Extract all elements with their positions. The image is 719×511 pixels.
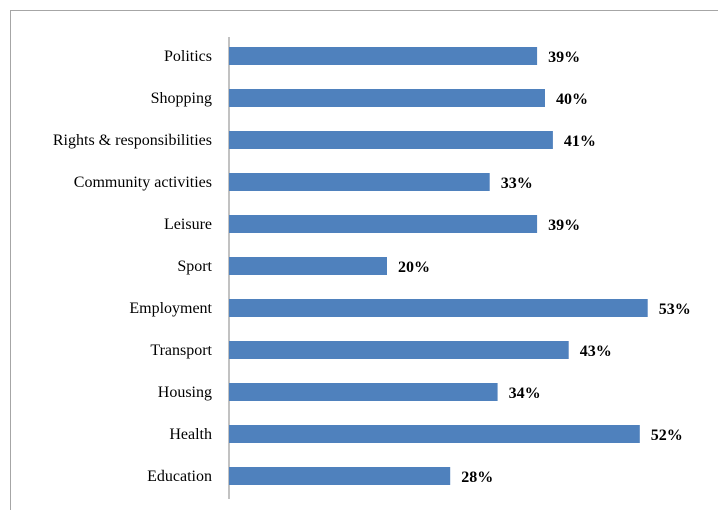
category-label: Rights & responsibilities <box>53 132 212 149</box>
category-label: Education <box>147 468 212 485</box>
data-label: 53% <box>659 301 691 318</box>
data-label: 43% <box>580 343 612 360</box>
data-label: 41% <box>564 133 596 150</box>
category-label: Politics <box>164 48 212 65</box>
bar <box>229 215 538 233</box>
category-label: Transport <box>150 342 212 359</box>
bar <box>229 425 640 443</box>
category-label: Shopping <box>151 90 212 107</box>
data-label: 34% <box>509 385 541 402</box>
data-label: 52% <box>651 427 683 444</box>
bar <box>229 467 451 485</box>
chart-frame <box>10 10 718 510</box>
bar <box>229 131 553 149</box>
bar <box>229 341 569 359</box>
bar <box>229 383 498 401</box>
data-label: 28% <box>461 469 493 486</box>
category-label: Leisure <box>164 216 212 233</box>
category-label: Sport <box>177 258 212 275</box>
bar <box>229 47 538 65</box>
data-label: 20% <box>398 259 430 276</box>
bar <box>229 299 648 317</box>
data-label: 39% <box>548 49 580 66</box>
category-label: Housing <box>158 384 212 401</box>
data-label: 40% <box>556 91 588 108</box>
bar <box>229 89 545 107</box>
bar <box>229 257 387 275</box>
category-label: Employment <box>129 300 212 317</box>
data-label: 33% <box>501 175 533 192</box>
data-label: 39% <box>548 217 580 234</box>
category-label: Community activities <box>74 174 212 191</box>
category-label: Health <box>169 426 212 443</box>
bar <box>229 173 490 191</box>
